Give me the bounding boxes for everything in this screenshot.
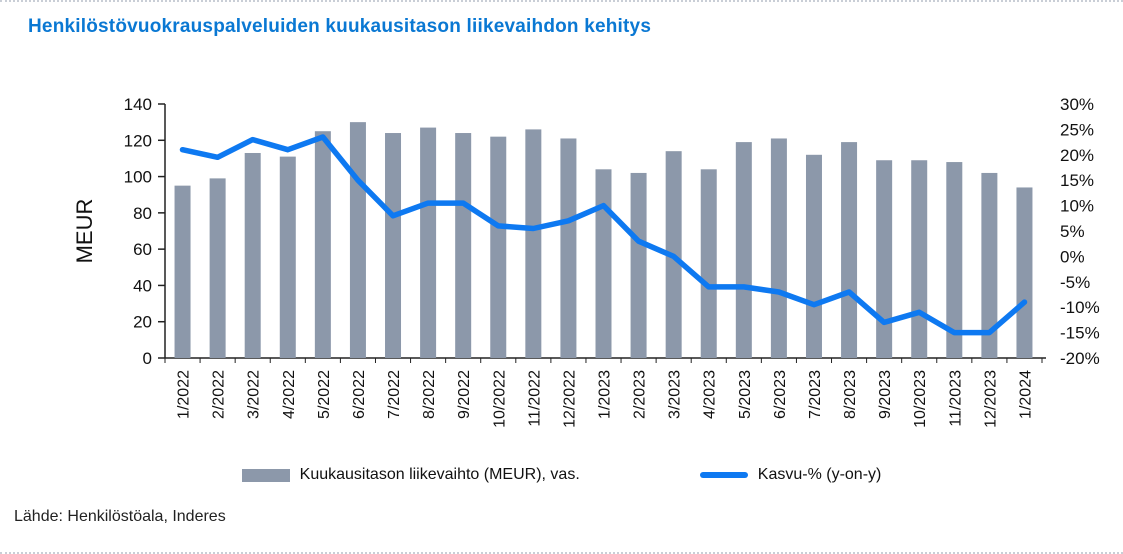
x-axis-tick-label: 3/2022: [246, 370, 263, 419]
revenue-bar: [1016, 187, 1033, 358]
x-axis-tick-label: 11/2023: [947, 370, 964, 427]
legend-item-bars: Kuukausitason liikevaihto (MEUR), vas.: [241, 466, 580, 484]
right-axis-tick-label: 25%: [1060, 120, 1094, 139]
x-axis-tick-label: 6/2023: [772, 370, 789, 419]
x-axis-tick-label: 9/2023: [877, 370, 894, 419]
revenue-bar: [525, 129, 542, 358]
revenue-bar: [595, 169, 612, 358]
x-axis-tick-label: 10/2022: [491, 370, 508, 428]
x-axis-tick-label: 8/2022: [421, 370, 438, 419]
legend-item-line: Kasvu-% (y-on-y): [699, 466, 882, 484]
x-axis-tick-label: 5/2023: [737, 370, 754, 419]
bar-series-swatch: [241, 468, 290, 482]
x-axis-tick-label: 12/2023: [982, 370, 999, 428]
right-axis-tick-label: -15%: [1060, 324, 1100, 343]
x-axis-tick-label: 1/2023: [597, 370, 614, 419]
right-axis-tick-label: 20%: [1060, 146, 1094, 165]
revenue-bar: [805, 154, 822, 358]
x-axis-tick-label: 8/2023: [842, 370, 859, 419]
revenue-bar: [455, 133, 472, 358]
x-axis-tick-label: 1/2022: [176, 370, 193, 419]
left-axis-tick-label: 120: [124, 131, 152, 150]
x-axis-tick-label: 2/2022: [211, 370, 228, 419]
x-axis-tick-label: 9/2022: [456, 370, 473, 419]
x-axis-tick-label: 2/2023: [632, 370, 649, 419]
line-series-swatch: [699, 472, 748, 478]
x-axis-tick-label: 7/2023: [807, 370, 824, 419]
revenue-bar: [735, 142, 752, 358]
x-axis-tick-label: 5/2022: [316, 370, 333, 419]
right-axis-tick-label: 0%: [1060, 247, 1085, 266]
left-axis-tick-label: 80: [133, 204, 152, 223]
growth-line: [179, 134, 1028, 336]
legend-label-bars: Kuukausitason liikevaihto (MEUR), vas.: [299, 466, 580, 483]
revenue-bar: [841, 142, 858, 358]
source-text: Lähde: Henkilöstöala, Inderes: [14, 508, 226, 525]
revenue-bar: [385, 133, 402, 358]
x-axis-tick-label: 1/2024: [1017, 370, 1034, 419]
report-page: Henkilöstövuokrauspalveluiden kuukausita…: [0, 16, 1123, 526]
left-axis-title: MEUR: [72, 199, 97, 264]
left-axis-tick-label: 60: [133, 240, 152, 259]
right-axis-tick-label: 5%: [1060, 222, 1085, 241]
x-axis-tick-label: 12/2022: [561, 370, 578, 428]
revenue-bar: [630, 172, 647, 358]
revenue-bar: [876, 160, 893, 358]
revenue-bar: [911, 160, 928, 358]
left-axis-tick-label: 100: [124, 168, 152, 187]
x-axis-tick-label: 11/2022: [526, 370, 543, 427]
revenue-bar: [560, 138, 577, 358]
right-axis-tick-label: -10%: [1060, 298, 1100, 317]
revenue-bar: [174, 185, 191, 358]
right-axis-tick-label: 10%: [1060, 197, 1094, 216]
right-axis-tick-label: -5%: [1060, 273, 1090, 292]
left-axis-tick-label: 140: [124, 95, 152, 114]
revenue-bar: [770, 138, 787, 358]
x-axis-tick-label: 6/2022: [351, 370, 368, 419]
revenue-bar: [490, 136, 507, 358]
revenue-bar: [981, 172, 998, 358]
left-axis-tick-label: 20: [133, 313, 152, 332]
revenue-bar: [349, 122, 366, 359]
legend-label-line: Kasvu-% (y-on-y): [757, 466, 882, 483]
revenue-bar: [209, 178, 226, 358]
legend: Kuukausitason liikevaihto (MEUR), vas. K…: [0, 466, 1123, 484]
right-axis-tick-label: -20%: [1060, 349, 1100, 368]
left-axis-tick-label: 40: [133, 276, 152, 295]
x-axis-tick-label: 3/2023: [667, 370, 684, 419]
chart-title: Henkilöstövuokrauspalveluiden kuukausita…: [28, 16, 652, 37]
x-axis-tick-label: 7/2022: [386, 370, 403, 419]
revenue-bar: [244, 152, 261, 358]
right-axis-tick-label: 15%: [1060, 171, 1094, 190]
revenue-bar: [700, 169, 717, 358]
right-axis-tick-label: 30%: [1060, 95, 1094, 114]
revenue-bar: [420, 127, 437, 358]
x-axis-tick-label: 10/2023: [912, 370, 929, 428]
x-axis-tick-label: 4/2023: [702, 370, 719, 419]
revenue-bar: [314, 131, 331, 358]
revenue-bar: [279, 156, 296, 358]
combo-chart: 0 20 40 60 80 100 120 140 30% 25% 20% 15% 10% 5% 0% -5%…: [72, 95, 1100, 428]
x-axis-tick-label: 4/2022: [281, 370, 298, 419]
left-axis-tick-label: 0: [143, 349, 152, 368]
revenue-bar: [946, 162, 963, 358]
